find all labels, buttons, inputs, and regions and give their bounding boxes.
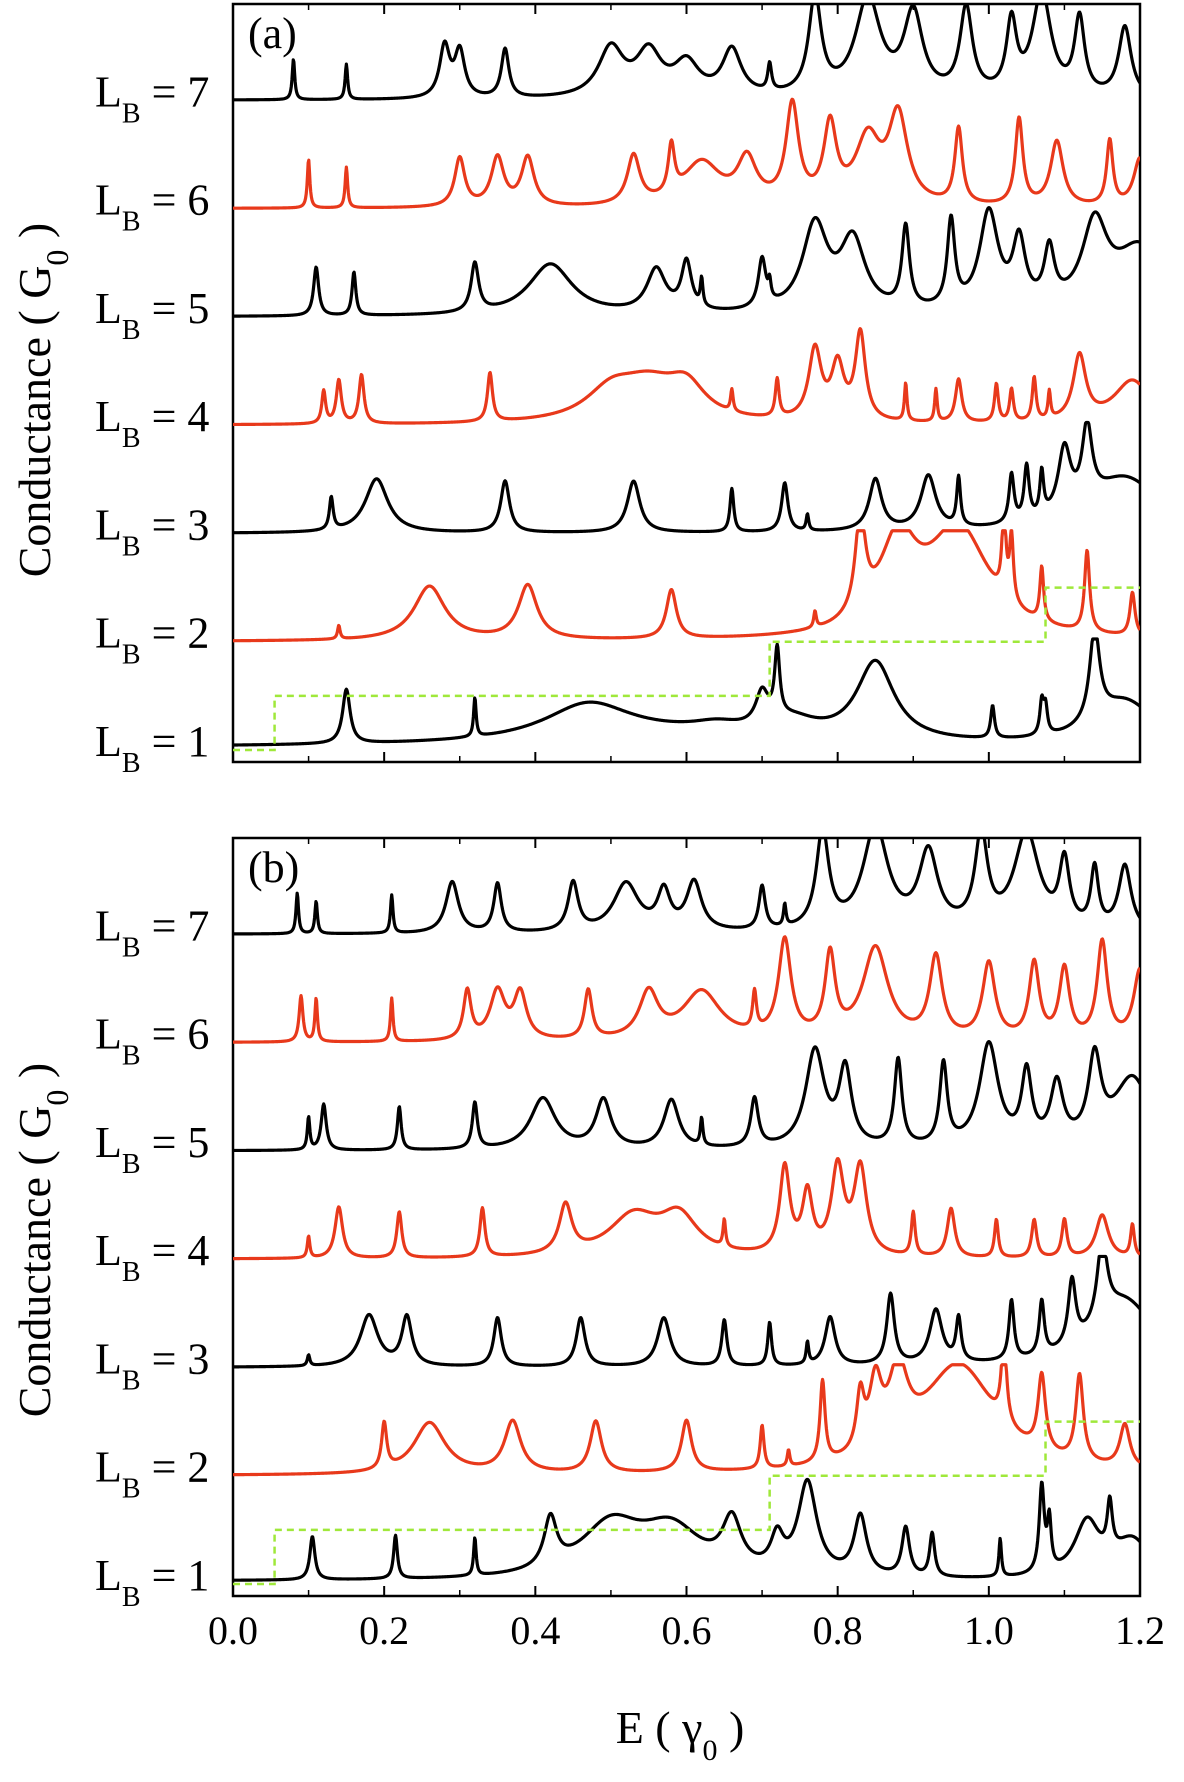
panel-b-label: (b) xyxy=(248,843,299,892)
panel-a-row-label-5: LB = 5 xyxy=(95,284,209,346)
panel-b-row-label-6: LB = 6 xyxy=(95,1010,209,1072)
y-axis-label-top-main: Conductance ( G xyxy=(9,266,60,578)
y-axis-label-top-end: ) xyxy=(9,223,60,250)
y-axis-label-top: Conductance ( G0 ) xyxy=(9,223,75,578)
panels-group: (a) LB = 1 LB = 2 LB = 3 LB = 4 LB = 5 LB = 6 L… xyxy=(95,2,1165,1653)
panel-a-label: (a) xyxy=(248,9,297,58)
panel-a-plot-area xyxy=(233,4,1140,752)
x-tick-label-3: 0.6 xyxy=(662,1608,712,1653)
panel-a-series-lb-2 xyxy=(233,529,1140,643)
panel-a: (a) xyxy=(231,2,1142,764)
x-tick-label-2: 0.4 xyxy=(510,1608,560,1653)
panel-b-series-step xyxy=(233,1420,1140,1586)
x-tick-label-1: 0.2 xyxy=(359,1608,409,1653)
panel-a-row-label-3: LB = 3 xyxy=(95,500,209,562)
x-axis-label: E ( γ0 ) xyxy=(616,1702,745,1767)
x-tick-label-6: 1.2 xyxy=(1115,1608,1165,1653)
y-axis-label-bottom-main: Conductance ( G xyxy=(9,1106,60,1418)
x-tick-label-0: 0.0 xyxy=(208,1608,258,1653)
panel-b-series-lb-2 xyxy=(233,1363,1140,1477)
x-axis-label-main: E ( γ xyxy=(616,1702,703,1753)
panel-a-series-lb-6 xyxy=(233,97,1140,210)
y-axis-label-bottom: Conductance ( G0 ) xyxy=(9,1063,75,1418)
panel-a-series-step xyxy=(233,586,1140,752)
y-axis-label-top-sub: 0 xyxy=(39,250,75,266)
y-axis-label-bottom-end: ) xyxy=(9,1063,60,1090)
panel-a-series-lb-7 xyxy=(233,4,1140,102)
panel-b-series-lb-3 xyxy=(233,1254,1140,1369)
panel-a-series-lb-5 xyxy=(233,206,1140,318)
panel-a-series-lb-1 xyxy=(233,637,1140,747)
panel-a-row-label-2: LB = 2 xyxy=(95,609,209,671)
panel-a-row-label-1: LB = 1 xyxy=(95,717,209,779)
panel-b-series-lb-7 xyxy=(233,838,1140,936)
panel-b-row-label-7: LB = 7 xyxy=(95,901,209,963)
panel-b-series-lb-5 xyxy=(233,1040,1140,1153)
x-tick-label-4: 0.8 xyxy=(813,1608,863,1653)
panel-a-row-label-7: LB = 7 xyxy=(95,67,209,128)
panel-b-plot-area xyxy=(233,838,1140,1586)
panel-b-row-label-4: LB = 4 xyxy=(95,1226,209,1288)
panel-b: (b) 0.0 0.2 0.4 0.6 0.8 1.0 1.2 xyxy=(208,836,1165,1653)
y-axis-label-bottom-sub: 0 xyxy=(39,1090,75,1106)
panel-b-frame xyxy=(231,836,1142,1598)
x-axis-label-end: ) xyxy=(717,1702,744,1753)
panel-b-series-lb-6 xyxy=(233,935,1140,1044)
x-tick-label-5: 1.0 xyxy=(964,1608,1014,1653)
x-axis-label-sub: 0 xyxy=(702,1734,717,1767)
panel-a-row-label-6: LB = 6 xyxy=(95,176,209,238)
panel-b-row-label-2: LB = 2 xyxy=(95,1443,209,1505)
panel-b-series-lb-1 xyxy=(233,1477,1140,1582)
panel-a-row-label-4: LB = 4 xyxy=(95,392,209,454)
panel-b-series-lb-4 xyxy=(233,1157,1140,1261)
panel-b-row-label-1: LB = 1 xyxy=(95,1551,209,1613)
panel-a-frame xyxy=(231,2,1142,764)
panel-b-row-label-3: LB = 3 xyxy=(95,1334,209,1396)
panel-a-series-lb-3 xyxy=(233,420,1140,535)
panel-b-row-label-5: LB = 5 xyxy=(95,1118,209,1180)
panel-a-series-lb-4 xyxy=(233,327,1140,427)
